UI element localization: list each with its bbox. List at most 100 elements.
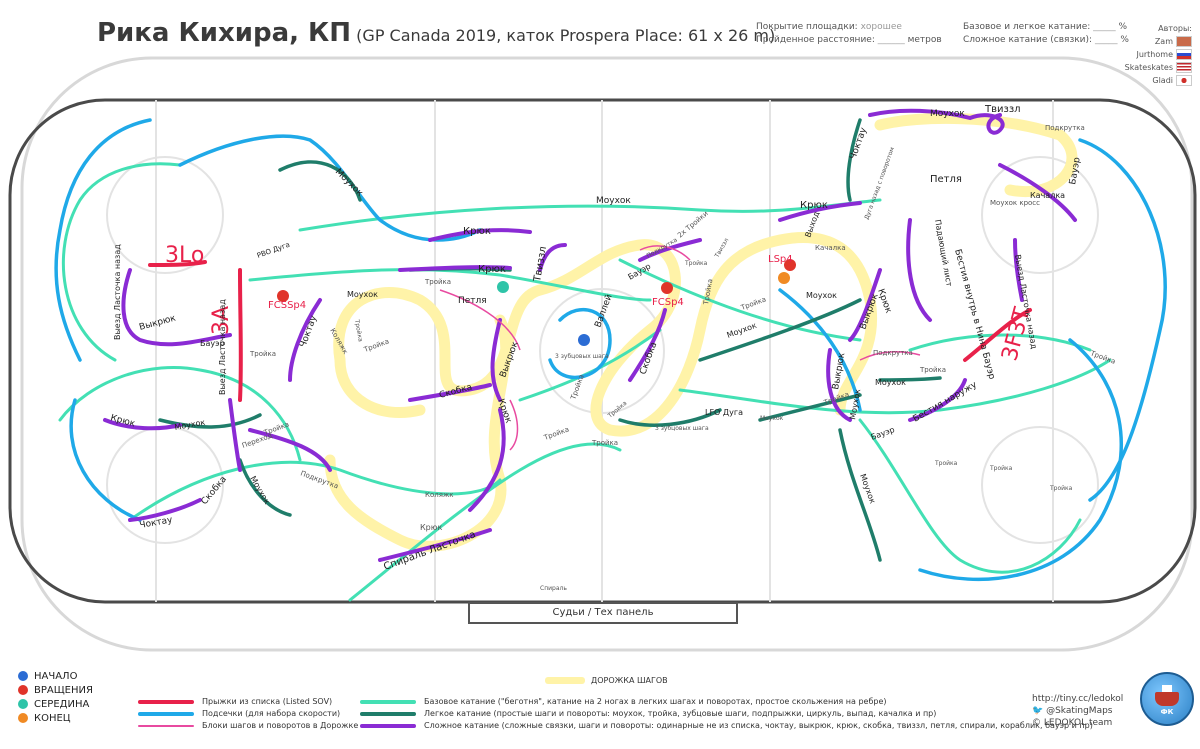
jump-3a-path [238, 268, 243, 402]
page-title: Рика Кихира, КП (GP Canada 2019, каток P… [97, 18, 775, 48]
label-62: Тройка [591, 439, 618, 447]
label-45: Моухок [726, 321, 758, 340]
label-78: Тройка [989, 465, 1013, 472]
easy-skating-paths [158, 118, 942, 562]
label-59: Тройка [606, 400, 629, 421]
label-56: Бестия наружу [912, 380, 980, 425]
legend-crossovers: Подсечки (для набора скорости) [138, 709, 340, 718]
spin-marker-fccosp4 [277, 290, 289, 302]
label-43: Тройка [739, 295, 767, 312]
label-66: Моухок [174, 418, 206, 432]
legend-step-blocks: Блоки шагов и поворотов в Дорожке [138, 721, 358, 730]
spin-dot-icon [18, 685, 28, 695]
legend-start: НАЧАЛО [18, 670, 93, 684]
label-61: 3 зубцовых шага [655, 425, 709, 432]
label-2: Твиззл [984, 104, 1021, 115]
label-47: Моухок [875, 378, 906, 387]
label-9: Бауэр [1068, 156, 1083, 185]
label-72: Крюк [420, 523, 442, 532]
legend-middle: СЕРЕДИНА [18, 698, 93, 712]
step-block-paths [439, 245, 921, 451]
competition-subtitle: (GP Canada 2019, каток Prospera Place: 6… [356, 26, 776, 45]
label-41: Моухок [806, 291, 837, 300]
jump-3lo-path [148, 260, 207, 267]
label-50: Падающий лист [933, 219, 954, 288]
element-labels: Моухок Моухок Твиззл Подкрутка Чоктау Ду… [109, 104, 1116, 592]
complex-skating-row: Сложное катание (связки): _____ % [963, 35, 1129, 45]
legend-complex: Сложное катание (сложные связки, шаги и … [360, 721, 1093, 730]
middle-dot-icon [18, 699, 28, 709]
label-17: 2х Тройки [676, 210, 710, 240]
spin-marker-fcsp4 [661, 282, 673, 294]
start-marker [578, 334, 590, 346]
label-48: Тройка [919, 366, 946, 374]
label-22: Бауэр [200, 339, 225, 348]
authors-title: Авторы: [1158, 24, 1192, 33]
label-23: Тройка [249, 350, 276, 358]
label-35: 3 зубцовых шага [555, 353, 609, 360]
label-25: Моухок [347, 290, 378, 299]
ledokol-logo: ФК [1140, 672, 1194, 726]
credits-twitter: 🐦 @SkatingMaps [1032, 706, 1113, 716]
label-5: Дуга назад с поворотом [863, 146, 896, 220]
copyright-icon: © [1032, 718, 1044, 728]
label-21: Выкрюк [138, 313, 177, 332]
label-32: Тройка [353, 318, 364, 343]
label-60: LFO Дуга [705, 408, 743, 417]
credits-url[interactable]: http://tiny.cc/ledokol [1032, 694, 1124, 704]
icebreaker-icon [1155, 685, 1179, 706]
label-73: Коляжк [425, 491, 453, 499]
label-57: Бауэр [870, 425, 896, 442]
jump-paths [148, 260, 1032, 402]
label-18: Тройка [424, 278, 451, 286]
coverage-row: Покрытие площадки: хорошее [756, 22, 902, 32]
author-zam: Zam [1125, 35, 1192, 48]
start-dot-icon [18, 671, 28, 681]
label-1: Моухок [333, 167, 365, 199]
distance-row: Пройденное расстояние: ______ метров [756, 35, 942, 45]
legend-basic: Базовое катание ("беготня", катание на 2… [360, 697, 887, 706]
jump-3a-label: 3A [209, 306, 234, 335]
step-sequence-swatch [545, 677, 585, 684]
label-8: Качалка [1030, 191, 1065, 200]
step-sequence-legend: ДОРОЖКА ШАГОВ [545, 676, 668, 685]
label-76: Моухок [760, 415, 784, 422]
japan-flag-icon [1176, 75, 1192, 86]
label-79: Тройка [1049, 485, 1073, 492]
legend-spins: ВРАЩЕНИЯ [18, 684, 93, 698]
credits-team: © LEDOKOL team [1032, 718, 1113, 728]
label-10: Крюк [800, 200, 828, 211]
spin-lsp4-label: LSp4 [768, 254, 793, 265]
skater-title: Рика Кихира, КП [97, 18, 352, 48]
label-26: Тройка [362, 337, 390, 354]
label-6: Петля [930, 174, 962, 185]
judges-panel: Судьи / Тех панель [468, 602, 738, 624]
authors-block: Авторы: Zam Jurthome Skateskates Gladi [1125, 22, 1192, 87]
label-64: Выезд Ласточка назад [218, 299, 227, 395]
label-75: Тройка [684, 260, 708, 267]
marker-legend: НАЧАЛО ВРАЩЕНИЯ СЕРЕДИНА КОНЕЦ [18, 670, 93, 726]
label-3: Подкрутка [1045, 124, 1085, 132]
label-27: Петля [458, 296, 487, 306]
jump-3lo-label: 3Lo [165, 243, 204, 268]
chef-hat-icon [1176, 36, 1192, 47]
label-80: Качалка [815, 244, 846, 252]
label-42: Выкрюк [858, 292, 880, 331]
legend-easy: Легкое катание (простые шаги и повороты:… [360, 709, 936, 718]
author-skateskates: Skateskates [1125, 61, 1192, 74]
label-13: Крюк [478, 264, 506, 275]
label-77: Тройка [934, 460, 958, 467]
basic-skating-paths [58, 162, 1112, 602]
russia-flag-icon [1176, 49, 1192, 60]
middle-marker [497, 281, 509, 293]
label-53: Подкрутка [873, 349, 913, 357]
step-sequence-path [324, 112, 1078, 552]
label-12: Крюк [463, 226, 491, 237]
legend-end: КОНЕЦ [18, 712, 93, 726]
author-gladi: Gladi [1125, 74, 1192, 87]
label-20: Выезд Ласточка назад [113, 244, 122, 340]
jump-3f3t-path [963, 308, 1032, 362]
label-7: Моухок кросс [990, 199, 1040, 207]
usa-flag-icon [1176, 62, 1192, 73]
rink-markings [106, 100, 1099, 602]
